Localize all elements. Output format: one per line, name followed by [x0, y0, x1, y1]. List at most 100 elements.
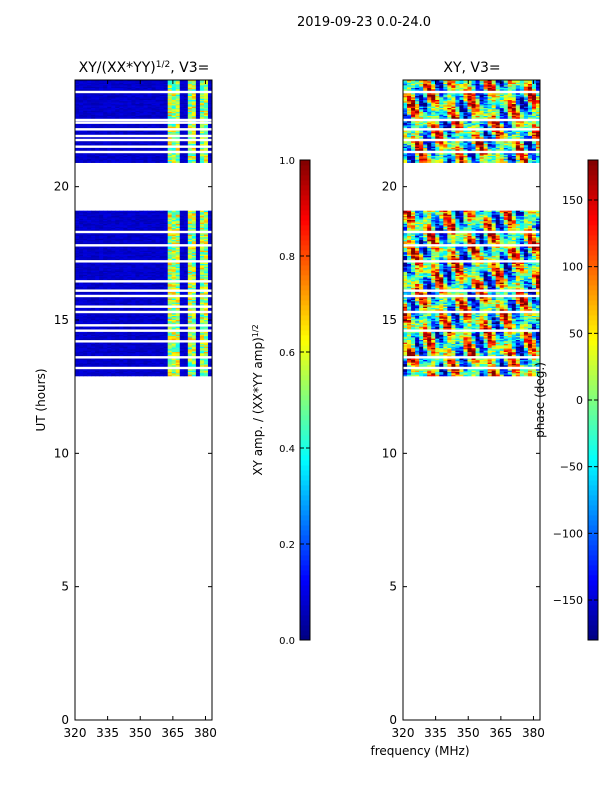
heatmap-cell [123, 225, 128, 227]
heatmap-cell [75, 284, 80, 286]
heatmap-cell [179, 161, 185, 163]
heatmap-cell [91, 98, 96, 101]
heatmap-cell [91, 132, 96, 134]
heatmap-cell [103, 224, 108, 226]
heatmap-cell [179, 262, 185, 265]
heatmap-cell [167, 93, 173, 95]
heatmap-cell [99, 81, 104, 83]
heatmap-cell [95, 216, 100, 218]
heatmap-cell [95, 273, 100, 275]
heatmap-cell [87, 273, 92, 275]
heatmap-cell [151, 270, 156, 273]
heatmap-cell [119, 156, 124, 158]
heatmap-cell [135, 85, 140, 87]
heatmap-cell [191, 284, 197, 286]
heatmap-cell [127, 217, 132, 219]
heatmap-cell [123, 224, 128, 226]
heatmap-cell [75, 240, 80, 242]
heatmap-cell [115, 126, 120, 129]
heatmap-cell [95, 262, 100, 265]
heatmap-cell [131, 224, 136, 226]
heatmap-cell [83, 248, 88, 250]
heatmap-cell [123, 221, 128, 223]
heatmap-cell [207, 160, 213, 162]
heatmap-cell [151, 242, 156, 245]
heatmap-cell [131, 85, 136, 87]
heatmap-cell [103, 105, 108, 107]
heatmap-cell [159, 106, 165, 109]
heatmap-cell [135, 277, 140, 279]
heatmap-cell [167, 266, 173, 269]
heatmap-cell [147, 85, 152, 87]
heatmap-cell [79, 108, 84, 110]
heatmap-cell [127, 125, 132, 127]
heatmap-cell [147, 86, 152, 89]
heatmap-cell [147, 212, 152, 214]
heatmap-cell [75, 154, 80, 157]
heatmap-cell [167, 212, 173, 214]
heatmap-cell [207, 212, 213, 214]
heatmap-cell [131, 220, 136, 222]
heatmap-cell [119, 98, 124, 101]
heatmap-cell [203, 282, 209, 285]
heatmap-cell [99, 268, 104, 270]
heatmap-cell [147, 268, 152, 270]
heatmap-cell [127, 212, 132, 214]
heatmap-cell [159, 258, 165, 261]
heatmap-cell [107, 93, 112, 95]
heatmap-cell [199, 158, 205, 161]
heatmap-cell [159, 298, 165, 301]
heatmap-cell [143, 252, 148, 254]
heatmap-cell [75, 110, 80, 113]
heatmap-cell [83, 218, 88, 221]
heatmap-cell [83, 242, 88, 245]
heatmap-cell [187, 112, 193, 114]
heatmap-cell [99, 224, 104, 226]
heatmap-cell [99, 292, 104, 294]
heatmap-cell [127, 292, 132, 294]
heatmap-cell [163, 221, 169, 223]
heatmap-cell [159, 288, 165, 290]
heatmap-cell [123, 126, 128, 129]
heatmap-cell [207, 89, 213, 91]
heatmap-cell [107, 241, 112, 243]
heatmap-cell [95, 252, 100, 254]
heatmap-cell [163, 246, 169, 249]
heatmap-cell [187, 117, 193, 119]
heatmap-cell [131, 242, 136, 245]
heatmap-cell [199, 266, 205, 269]
heatmap-cell [143, 217, 148, 219]
heatmap-cell [151, 216, 156, 218]
heatmap-cell [151, 288, 156, 290]
heatmap-cell [115, 252, 120, 254]
heatmap-cell [87, 264, 92, 266]
heatmap-cell [187, 268, 193, 270]
heatmap-cell [119, 286, 124, 289]
heatmap-cell [187, 114, 193, 117]
heatmap-cell [111, 158, 116, 161]
heatmap-cell [147, 210, 152, 213]
heatmap-cell [155, 116, 161, 118]
heatmap-cell [155, 225, 161, 227]
heatmap-cell [187, 217, 193, 219]
heatmap-cell [203, 161, 209, 163]
heatmap-cell [171, 96, 177, 98]
heatmap-cell [87, 141, 92, 143]
heatmap-cell [175, 268, 181, 270]
heatmap-cell [91, 262, 96, 265]
heatmap-cell [159, 81, 165, 83]
heatmap-cell [207, 272, 213, 274]
heatmap-cell [155, 236, 161, 238]
heatmap-cell [159, 284, 165, 286]
heatmap-cell [199, 252, 205, 254]
heatmap-cell [207, 286, 213, 289]
heatmap-cell [175, 286, 181, 289]
heatmap-cell [115, 276, 120, 278]
heatmap-cell [99, 98, 104, 101]
heatmap-cell [123, 101, 128, 103]
heatmap-cell [179, 240, 185, 242]
heatmap-cell [115, 236, 120, 238]
heatmap-cell [91, 85, 96, 87]
heatmap-cell [95, 254, 100, 257]
heatmap-cell [119, 212, 124, 214]
